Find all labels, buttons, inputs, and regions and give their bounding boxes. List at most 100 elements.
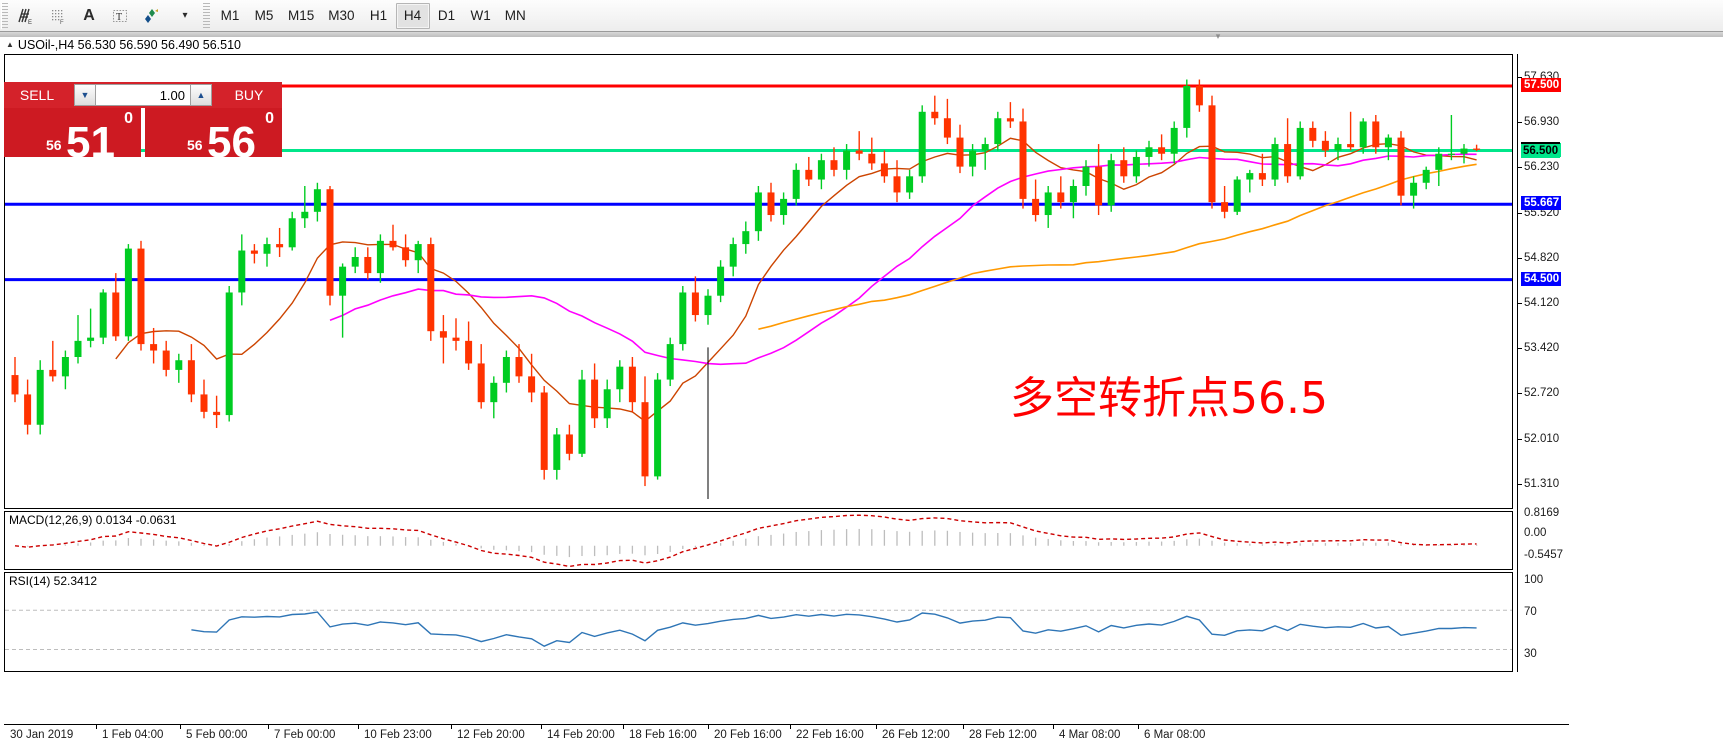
candle-body <box>339 266 347 296</box>
objects-glyph <box>145 8 158 23</box>
candle-body <box>603 389 611 419</box>
candle-body <box>1107 160 1115 206</box>
candle-body <box>1120 160 1128 177</box>
candle-body <box>490 382 498 403</box>
time-axis-label: 28 Feb 12:00 <box>969 729 1037 741</box>
candle-body <box>817 160 825 180</box>
candle-body <box>666 344 674 380</box>
volume-input[interactable]: 1.00 <box>96 84 190 106</box>
price-axis-tick <box>1518 393 1522 395</box>
price-axis-tick-label: 52.010 <box>1524 433 1560 446</box>
macd-axis-tick-label: 0.8169 <box>1524 507 1560 519</box>
chart-annotation-text: 多空转折点56.5 <box>1010 373 1328 424</box>
price-axis[interactable]: 57.630 56.930 56.230 55.520 54.820 54.120 53.4… <box>1517 54 1573 672</box>
candle-body <box>1334 144 1342 151</box>
candle-body <box>868 153 876 164</box>
timeframe-button-m30[interactable]: M30 <box>328 8 355 23</box>
volume-decrement-button[interactable]: ▼ <box>74 84 96 106</box>
text-tool-icon[interactable]: A <box>74 2 104 30</box>
candle-body <box>1321 140 1329 151</box>
timeframe-button-h4[interactable]: H4 <box>395 2 430 29</box>
timeframe-button-mn[interactable]: MN <box>504 8 526 23</box>
price-axis-level-support-2: 54.500 <box>1521 271 1562 286</box>
triangle-up-icon[interactable]: ▲ <box>6 39 14 49</box>
price-axis-tick <box>1518 348 1522 350</box>
timeframe-button-m15[interactable]: M15 <box>288 8 315 23</box>
indicators-icon[interactable]: E <box>10 2 42 30</box>
time-axis-tick <box>708 724 709 729</box>
time-axis-tick <box>96 724 97 729</box>
candle-body <box>124 248 132 337</box>
candle-body <box>691 292 699 316</box>
timeframe-button-h1[interactable]: H1 <box>369 8 388 23</box>
timeframe-button-w1[interactable]: W1 <box>470 8 491 23</box>
candle-body <box>565 434 573 454</box>
letter-a-glyph: A <box>83 6 95 24</box>
rsi-axis-tick-label: 70 <box>1524 606 1537 618</box>
candle-body <box>1032 198 1040 216</box>
time-axis-label: 22 Feb 16:00 <box>796 729 864 741</box>
timeframe-button-d1[interactable]: D1 <box>437 8 456 23</box>
macd-pane[interactable]: MACD(12,26,9) 0.0134 -0.0631 <box>4 511 1513 570</box>
sell-price-prefix: 56 <box>46 137 62 153</box>
text-label-icon[interactable]: T <box>104 2 136 30</box>
sell-button[interactable]: SELL <box>4 82 70 108</box>
candle-body <box>200 394 208 412</box>
buy-price-display[interactable]: 56 56 0 <box>145 108 282 157</box>
candle-body <box>880 163 888 177</box>
sell-price-display[interactable]: 56 51 0 <box>4 108 141 157</box>
candle-body <box>830 160 838 170</box>
time-axis-tick <box>963 724 964 729</box>
candle-body <box>61 357 69 377</box>
price-axis-level-support-1: 55.667 <box>1521 196 1562 211</box>
svg-text:E: E <box>28 20 32 26</box>
candle-body <box>1460 148 1468 154</box>
chart-window: ▾ ▲ USOil-,H4 56.530 56.590 56.490 56.51… <box>0 32 1723 750</box>
candle-body <box>288 218 296 248</box>
candle-body <box>1145 147 1153 157</box>
timeframe-button-m1[interactable]: M1 <box>220 8 240 23</box>
volume-increment-button[interactable]: ▲ <box>190 84 212 106</box>
rsi-pane[interactable]: RSI(14) 52.3412 <box>4 572 1513 672</box>
ma-fast-line <box>115 137 1477 423</box>
rsi-canvas <box>5 609 1512 650</box>
candle-body <box>137 248 145 345</box>
candle-body <box>1132 156 1140 177</box>
candle-body <box>843 150 851 170</box>
grid-icon[interactable]: F <box>42 2 74 30</box>
candle-body <box>805 169 813 180</box>
candle-body <box>326 189 334 296</box>
time-axis-label: 30 Jan 2019 <box>10 729 74 741</box>
candle-body <box>1095 166 1103 206</box>
time-axis-label: 5 Feb 00:00 <box>186 729 248 741</box>
candle-body <box>439 331 447 338</box>
objects-icon[interactable] <box>136 2 170 30</box>
candle-body <box>250 250 258 254</box>
candle-body <box>263 244 271 254</box>
candle-body <box>1221 202 1229 212</box>
candle-body <box>578 379 586 454</box>
indicators-glyph: E <box>18 8 32 26</box>
candle-body <box>402 247 410 261</box>
price-axis-tick-label: 52.720 <box>1524 387 1560 400</box>
time-axis[interactable]: 30 Jan 2019 1 Feb 04:00 5 Feb 00:00 7 Feb 0… <box>4 724 1569 748</box>
candle-body <box>213 411 221 416</box>
price-axis-tick-label: 51.310 <box>1524 478 1560 491</box>
candle-body <box>654 379 662 477</box>
one-click-trading-panel: SELL ▼ 1.00 ▲ BUY 56 51 0 56 56 0 <box>4 82 282 157</box>
candle-body <box>717 266 725 296</box>
time-axis-tick <box>451 724 452 729</box>
toolbar-drag-handle[interactable] <box>1 2 8 29</box>
candle-body <box>641 402 649 477</box>
timeframe-button-m5[interactable]: M5 <box>254 8 274 23</box>
candle-body <box>150 344 158 351</box>
volume-stepper[interactable]: ▼ 1.00 ▲ <box>70 82 216 108</box>
chevron-down-icon[interactable]: ▾ <box>170 2 200 30</box>
candle-body <box>767 192 775 216</box>
ma-slow-line <box>758 163 1477 330</box>
candle-body <box>729 244 737 267</box>
chevron-down-icon-collapse[interactable]: ▾ <box>1215 31 1221 41</box>
buy-button[interactable]: BUY <box>216 82 282 108</box>
candle-body <box>376 240 384 274</box>
candle-body <box>1309 127 1317 141</box>
